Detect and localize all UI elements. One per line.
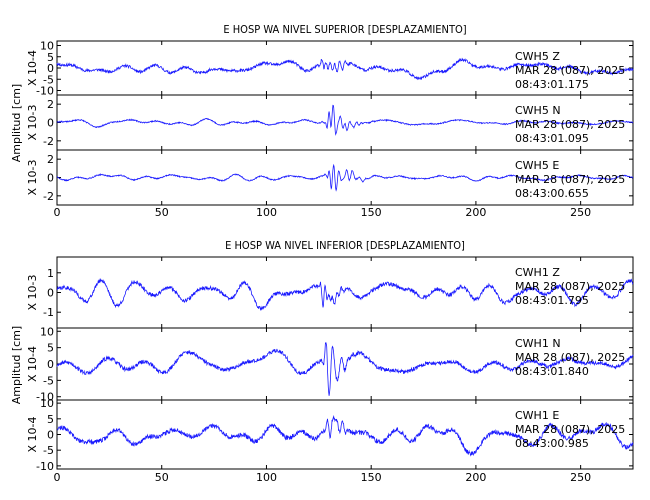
waveform-trace: [57, 278, 634, 311]
time-label: 08:43:01.795: [515, 294, 589, 307]
time-label: 08:43:01.095: [515, 132, 589, 145]
y-scale-label: X 10-4: [26, 50, 39, 86]
station-label: CWH1 Z: [515, 266, 560, 279]
date-label: MAR 28 (087), 2025: [515, 64, 625, 77]
y-tick-label: -10: [36, 85, 54, 98]
y-scale-label: X 10-3: [26, 105, 39, 141]
y-tick-label: 0: [47, 429, 54, 442]
time-label: 08:43:01.840: [515, 365, 589, 378]
date-label: MAR 28 (087), 2025: [515, 118, 625, 131]
y-scale-label: X 10-3: [26, 160, 39, 196]
x-tick-label: 0: [54, 206, 61, 219]
y-tick-label: 0: [47, 358, 54, 371]
time-label: 08:43:00.655: [515, 187, 589, 200]
x-tick-label: 150: [361, 471, 382, 484]
x-tick-label: 100: [256, 206, 277, 219]
station-label: CWH5 Z: [515, 50, 560, 63]
y-tick-label: 1: [47, 267, 54, 280]
y-scale-label: X 10-4: [26, 346, 39, 382]
y-tick-label: -5: [43, 374, 54, 387]
x-tick-label: 50: [155, 471, 169, 484]
x-tick-label: 100: [256, 471, 277, 484]
waveform-trace: [56, 163, 634, 192]
x-tick-label: 200: [465, 206, 486, 219]
y-axis-label: Amplitud [cm]: [10, 84, 23, 162]
y-tick-label: 0: [47, 117, 54, 130]
y-tick-label: 0: [47, 172, 54, 185]
x-tick-label: 250: [570, 471, 591, 484]
station-label: CWH1 N: [515, 337, 561, 350]
x-tick-label: 250: [570, 206, 591, 219]
date-label: MAR 28 (087), 2025: [515, 351, 625, 364]
y-tick-label: -2: [43, 135, 54, 148]
y-tick-label: 5: [47, 342, 54, 355]
y-scale-label: X 10-3: [26, 275, 39, 311]
y-tick-label: 10: [40, 40, 54, 53]
y-tick-label: 0: [47, 62, 54, 75]
chart-title: E HOSP WA NIVEL INFERIOR [DESPLAZAMIENTO…: [225, 239, 465, 252]
time-label: 08:43:00.985: [515, 437, 589, 450]
y-tick-label: 10: [40, 325, 54, 338]
station-label: CWH5 N: [515, 104, 561, 117]
time-label: 08:43:01.175: [515, 78, 589, 91]
y-tick-label: -1: [43, 306, 54, 319]
chart-1: E HOSP WA NIVEL SUPERIOR [DESPLAZAMIENTO…: [10, 23, 634, 219]
x-tick-label: 0: [54, 471, 61, 484]
y-tick-label: -5: [43, 73, 54, 86]
date-label: MAR 28 (087), 2025: [515, 423, 625, 436]
waveform-trace: [56, 104, 634, 136]
station-label: CWH1 E: [515, 409, 559, 422]
y-tick-label: 5: [47, 51, 54, 64]
y-tick-label: -5: [43, 444, 54, 457]
y-tick-label: 2: [47, 153, 54, 166]
y-tick-label: -10: [36, 460, 54, 473]
y-scale-label: X 10-4: [26, 417, 39, 453]
x-tick-label: 50: [155, 206, 169, 219]
waveform-trace: [56, 342, 634, 396]
y-tick-label: 10: [40, 397, 54, 410]
chart-title: E HOSP WA NIVEL SUPERIOR [DESPLAZAMIENTO…: [223, 23, 466, 36]
date-label: MAR 28 (087), 2025: [515, 280, 625, 293]
station-label: CWH5 E: [515, 159, 559, 172]
chart-2: E HOSP WA NIVEL INFERIOR [DESPLAZAMIENTO…: [10, 239, 634, 484]
date-label: MAR 28 (087), 2025: [515, 173, 625, 186]
x-tick-label: 150: [361, 206, 382, 219]
y-axis-label: Amplitud [cm]: [10, 326, 23, 404]
y-tick-label: -10: [36, 391, 54, 404]
x-tick-label: 200: [465, 471, 486, 484]
waveform-trace: [56, 57, 634, 81]
y-tick-label: 0: [47, 287, 54, 300]
y-tick-label: -2: [43, 190, 54, 203]
waveform-trace: [56, 414, 634, 457]
y-tick-label: 2: [47, 98, 54, 111]
y-tick-label: 5: [47, 413, 54, 426]
